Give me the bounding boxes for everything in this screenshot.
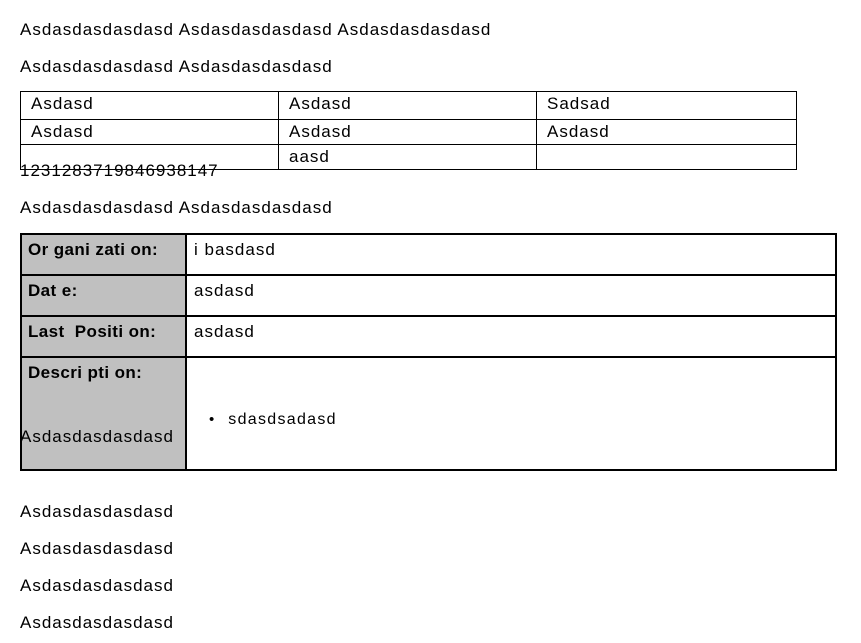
date-label: Dat e:: [20, 274, 187, 317]
summary-cell: Asdasd: [278, 119, 537, 145]
organization-value: i basdasd: [185, 233, 837, 276]
detail-row-last-position: Last Positi on: asdasd: [20, 315, 837, 358]
bottom-paragraph-4: Asdasdasdasdasd: [20, 576, 174, 595]
summary-cell: Asdasd: [278, 91, 537, 120]
paragraph-line-3: Asdasdasdasdasd Asdasdasdasdasd: [20, 198, 333, 217]
bullet-icon: •: [209, 411, 215, 428]
detail-row-date: Dat e: asdasd: [20, 274, 837, 317]
description-label: Descri pti on:: [20, 356, 187, 471]
bottom-paragraph-2: Asdasdasdasdasd: [20, 502, 174, 521]
record-number: 1231283719846938147: [20, 161, 219, 180]
bottom-paragraph-5: Asdasdasdasdasd: [20, 613, 174, 632]
description-value: • sdasdsadasd: [185, 356, 837, 471]
paragraph-line-2: Asdasdasdasdasd Asdasdasdasdasd: [20, 57, 333, 76]
summary-table-row: aasd: [20, 144, 797, 170]
summary-cell: Asdasd: [536, 119, 797, 145]
last-position-value: asdasd: [185, 315, 837, 358]
summary-cell: Sadsad: [536, 91, 797, 120]
summary-table: Asdasd Asdasd Sadsad Asdasd Asdasd Asdas…: [20, 91, 797, 170]
paragraph-line-1: Asdasdasdasdasd Asdasdasdasdasd Asdasdas…: [20, 20, 492, 39]
summary-cell: [20, 144, 279, 170]
summary-cell: Asdasd: [20, 119, 279, 145]
last-position-label: Last Positi on:: [20, 315, 187, 358]
detail-row-organization: Or gani zati on: i basdasd: [20, 233, 837, 276]
bottom-paragraph-1: Asdasdasdasdasd: [20, 427, 174, 446]
detail-table: Or gani zati on: i basdasd Dat e: asdasd…: [20, 233, 837, 471]
date-value: asdasd: [185, 274, 837, 317]
summary-table-row: Asdasd Asdasd Asdasd: [20, 119, 797, 145]
bottom-paragraph-3: Asdasdasdasdasd: [20, 539, 174, 558]
description-bullet-item: • sdasdsadasd: [209, 411, 833, 429]
summary-cell: aasd: [278, 144, 537, 170]
detail-row-description: Descri pti on: • sdasdsadasd: [20, 356, 837, 471]
organization-label: Or gani zati on:: [20, 233, 187, 276]
description-bullet-text: sdasdsadasd: [228, 411, 337, 428]
summary-cell: [536, 144, 797, 170]
summary-cell: Asdasd: [20, 91, 279, 120]
summary-table-row: Asdasd Asdasd Sadsad: [20, 91, 797, 120]
